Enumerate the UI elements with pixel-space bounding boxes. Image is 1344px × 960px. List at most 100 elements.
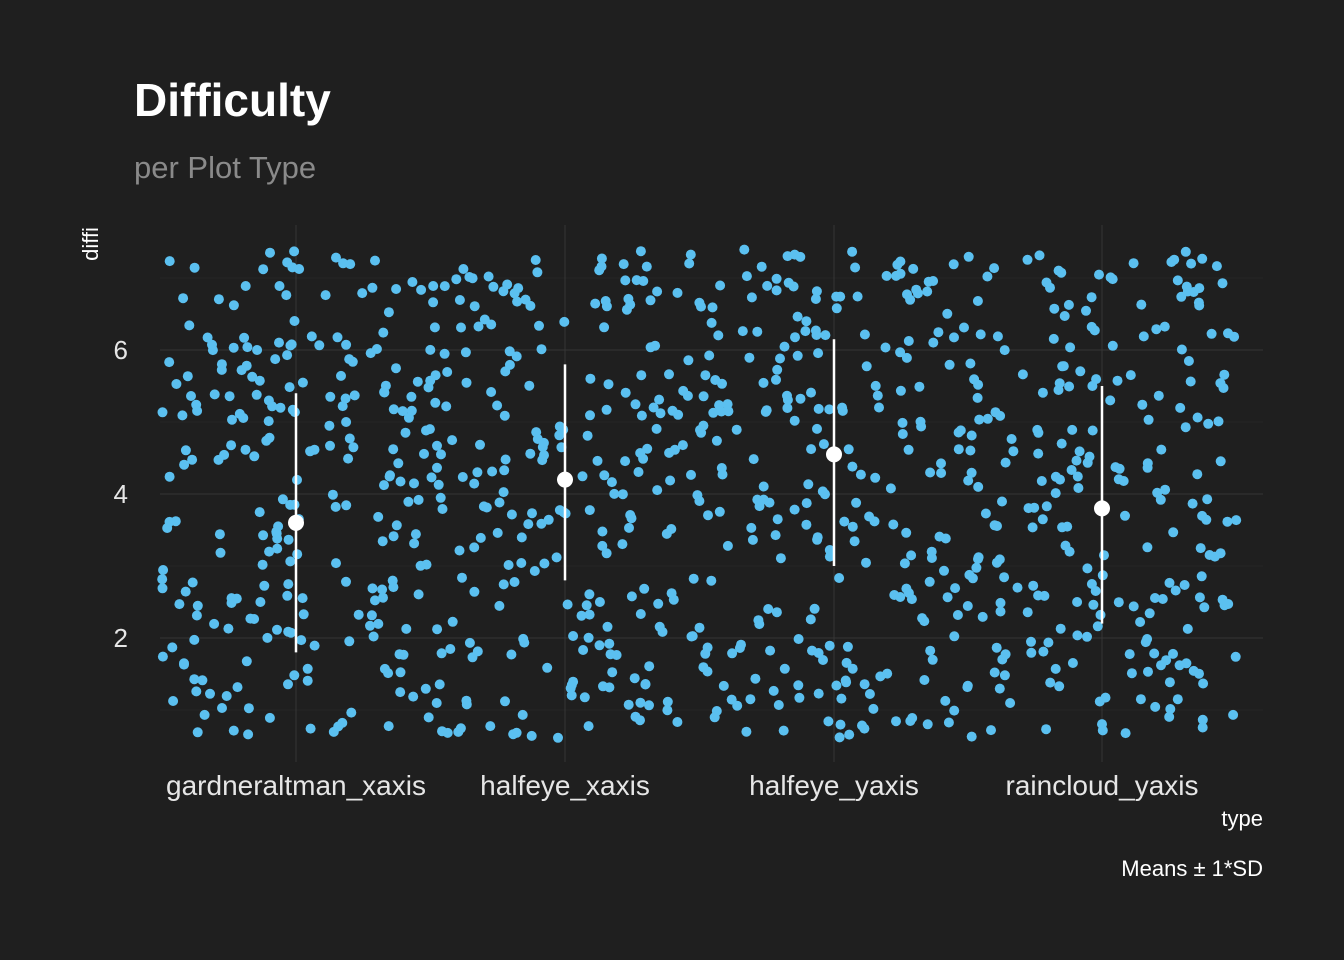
y-axis-ticks: 2 4 6 [114,335,128,653]
data-point [1213,416,1224,427]
data-point [177,410,188,421]
data-point [262,632,273,643]
data-point [277,494,288,505]
data-point [917,613,928,624]
data-point [982,413,993,424]
data-point [839,516,850,527]
data-point [378,592,388,603]
mean-point [826,446,842,463]
data-point [806,387,816,398]
data-point [297,593,308,604]
data-point [202,332,213,343]
data-point [192,600,203,611]
data-point [818,655,828,665]
data-point [686,469,696,480]
data-point [415,560,426,571]
data-point [966,731,977,742]
data-point [413,589,424,600]
data-point [568,676,579,687]
data-point [999,572,1010,583]
data-point [1038,646,1049,657]
data-point [794,692,805,703]
data-point [849,536,860,547]
data-point [888,519,899,530]
data-point [578,645,589,655]
data-point [1153,390,1164,401]
data-point [1041,724,1052,735]
data-point [919,675,930,685]
data-point [344,354,355,365]
data-point [445,644,456,654]
data-point [638,276,649,286]
data-point [1217,594,1228,605]
data-point [805,614,816,625]
data-point [711,435,722,446]
x-axis-title: type [1221,806,1263,831]
data-point [1215,456,1226,467]
data-point [940,695,951,706]
data-point [241,656,252,667]
data-point [189,634,200,645]
data-point [472,467,483,478]
data-point [952,610,963,620]
y-axis-title: diffi [78,227,103,261]
data-point [1126,668,1137,679]
data-point [601,404,612,415]
data-point [752,326,763,337]
data-point [1041,501,1052,512]
data-point [1090,586,1101,596]
data-point [851,497,862,508]
data-point [377,584,388,595]
data-point [370,595,380,606]
data-point [651,423,662,434]
data-point [684,258,695,269]
data-point [1157,594,1168,604]
data-point [1006,434,1017,444]
data-point [403,496,414,507]
data-point [662,705,673,716]
data-point [1081,305,1091,316]
data-point [518,633,529,644]
data-point [885,483,896,494]
data-point [1064,546,1075,557]
data-point [393,458,404,469]
data-point [1155,494,1166,505]
data-point [294,264,305,274]
data-point [635,697,646,708]
data-point [1215,378,1226,389]
data-point [500,696,510,707]
data-point [620,456,631,467]
data-point [388,531,399,542]
data-point [949,332,959,343]
data-point [962,601,973,611]
data-point [706,575,717,586]
data-point [416,284,427,295]
data-point [746,292,757,303]
data-point [739,244,750,255]
data-point [479,314,490,325]
data-point [718,680,729,691]
data-point [1217,278,1228,289]
data-point [265,247,275,258]
data-point [847,521,858,532]
data-point [748,454,759,465]
data-point [597,526,608,537]
data-point [704,350,715,361]
data-point [714,400,725,411]
data-point [249,614,260,624]
data-point [509,577,520,587]
data-point [771,285,782,296]
data-point [1073,483,1084,493]
data-point [460,347,471,358]
data-point [1050,488,1061,499]
data-point [1017,369,1028,380]
data-point [457,572,467,583]
data-point [275,402,286,413]
data-point [994,683,1005,694]
data-point [922,286,933,297]
data-point [283,579,294,590]
data-point [478,501,489,512]
chart-subtitle: per Plot Type [134,150,316,185]
data-point [673,409,684,420]
data-point [715,280,726,291]
